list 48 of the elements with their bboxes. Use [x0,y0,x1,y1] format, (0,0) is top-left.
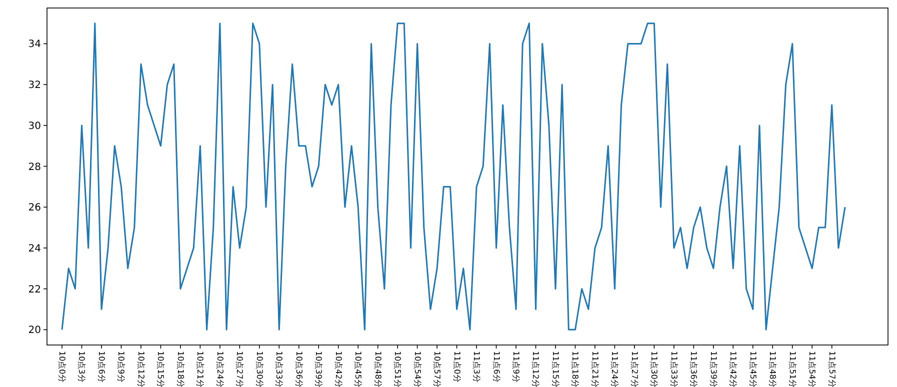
y-tick-label: 22 [28,284,41,296]
x-tick-label: 10点51分 [393,351,402,387]
x-tick-label: 10点30分 [254,351,264,387]
x-tick-label: 11点3分 [472,351,482,382]
x-tick-label: 11点48分 [768,351,778,387]
x-tick-label: 10点3分 [77,351,86,382]
x-tick-label: 10点33分 [274,351,284,387]
x-tick-label: 11点18分 [570,351,580,387]
y-tick-label: 34 [28,39,41,50]
x-tick-label: 10点6分 [96,351,106,382]
y-tick-label: 28 [28,162,41,173]
x-tick-label: 10点45分 [354,351,363,387]
x-tick-label: 11点57分 [827,351,836,387]
x-tick-label: 11点12分 [531,351,540,387]
x-tick-label: 11点36分 [689,351,698,387]
x-tick-label: 11点27分 [630,351,639,387]
x-tick-label: 10点24分 [215,351,224,387]
x-tick-label: 11点33分 [669,351,678,387]
x-tick-label: 11点21分 [590,351,600,387]
y-tick-label: 30 [28,120,41,132]
x-tick-label: 10点21分 [196,351,205,387]
x-tick-label: 10点18分 [176,351,185,387]
x-tick-label: 11点24分 [610,351,620,387]
x-tick-label: 10点12分 [136,351,146,387]
x-tick-label: 11点9分 [512,351,521,382]
x-tick-label: 11点54分 [808,351,817,387]
x-tick-label: 11点42分 [728,351,738,387]
x-tick-label: 10点15分 [156,351,166,387]
x-tick-label: 11点51分 [788,351,797,387]
x-tick-label: 10点36分 [294,351,304,387]
y-tick-label: 26 [28,202,41,214]
x-tick-label: 10点42分 [334,351,343,387]
y-tick-label: 32 [28,80,41,92]
x-tick-label: 10点39分 [314,351,324,387]
x-tick-label: 10点48分 [373,351,382,387]
x-tick-label: 10点54分 [412,351,422,387]
x-tick-label: 11点15分 [550,351,560,387]
x-tick-label: 10点27分 [235,351,244,387]
y-tick-label: 20 [28,325,41,336]
x-tick-label: 11点6分 [492,351,501,382]
x-tick-label: 11点45分 [748,351,758,387]
x-tick-label: 11点0分 [452,351,462,382]
x-tick-label: 10点0分 [58,351,66,382]
x-tick-label: 10点57分 [432,351,442,387]
x-tick-label: 11点39分 [708,351,718,387]
x-tick-label: 10点9分 [116,351,126,382]
x-tick-label: 11点30分 [650,351,659,387]
y-tick-label: 24 [28,243,41,254]
